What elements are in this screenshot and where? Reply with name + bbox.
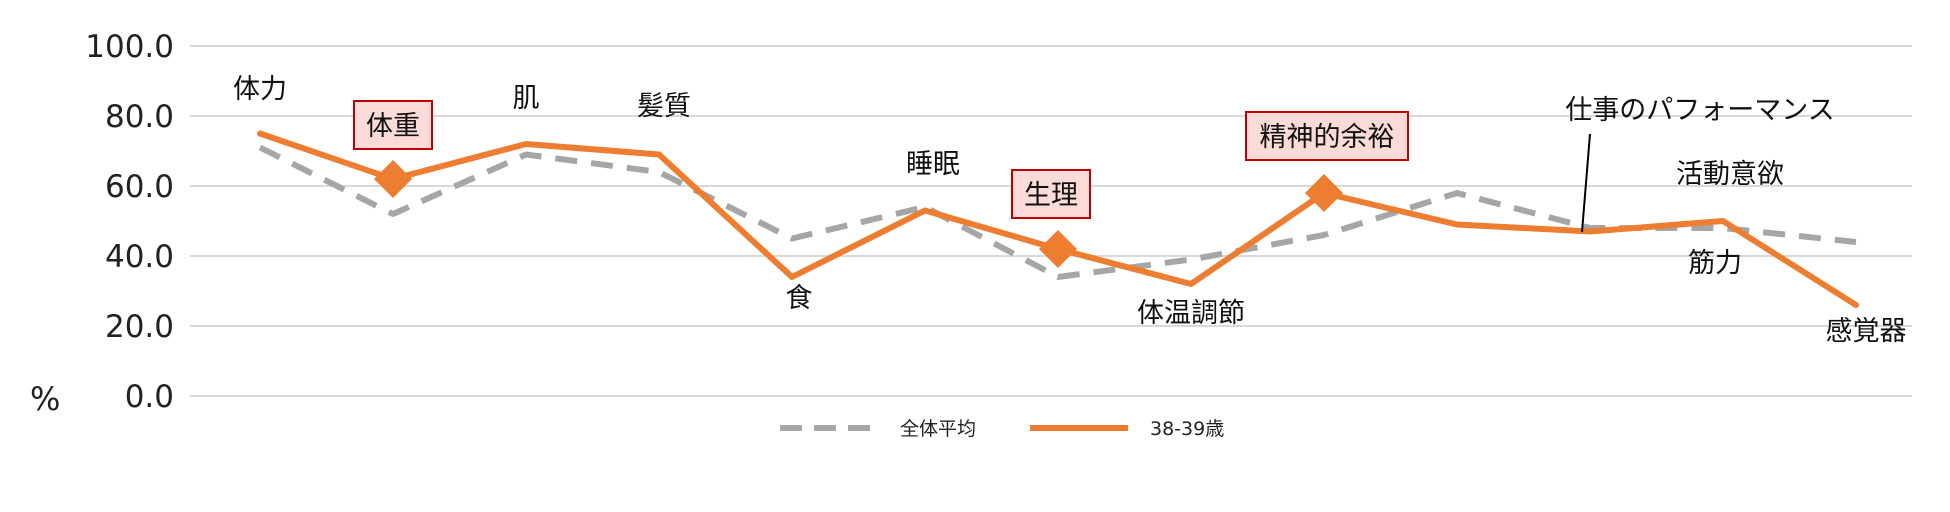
category-highlight-box [353,100,433,150]
category-label: 髪質 [637,91,691,122]
category-label: 活動意欲 [1676,159,1784,190]
highlight-marker [1305,174,1343,212]
category-label: 食 [786,283,813,314]
highlight-marker [374,160,412,198]
legend-label: 全体平均 [900,418,976,440]
category-label: 生理 [1024,180,1078,211]
series-line-1 [258,144,1857,280]
category-label: 仕事のパフォーマンス [1565,95,1834,126]
y-tick-label: 100.0 [85,29,174,65]
category-label: 感覚器 [1826,316,1907,347]
category-highlight-box [1011,169,1091,219]
category-label: 筋力 [1688,248,1742,279]
legend-label: 38-39歳 [1150,418,1224,440]
y-tick-label: 0.0 [125,379,174,415]
category-label: 肌 [513,83,540,114]
category-highlight-box [1245,111,1409,161]
y-unit-label: % [30,380,60,418]
y-tick-label: 40.0 [105,239,174,275]
legend: 全体平均 38-39歳 [780,418,1224,440]
category-label: 体重 [366,111,420,142]
y-tick-label: 60.0 [105,169,174,205]
highlight-marker [1039,230,1077,268]
leader-line [1581,133,1591,233]
category-label: 精神的余裕 [1260,122,1395,153]
category-label: 睡眠 [906,149,960,180]
category-label: 体力 [233,74,287,105]
category-label: 体温調節 [1137,298,1245,329]
y-tick-label: 80.0 [105,99,174,135]
y-tick-label: 20.0 [105,309,174,345]
series-lines [257,130,1859,308]
y-axis: 0.0 20.0 40.0 60.0 80.0 100.0 [85,29,174,415]
highlight-markers [374,160,1343,268]
